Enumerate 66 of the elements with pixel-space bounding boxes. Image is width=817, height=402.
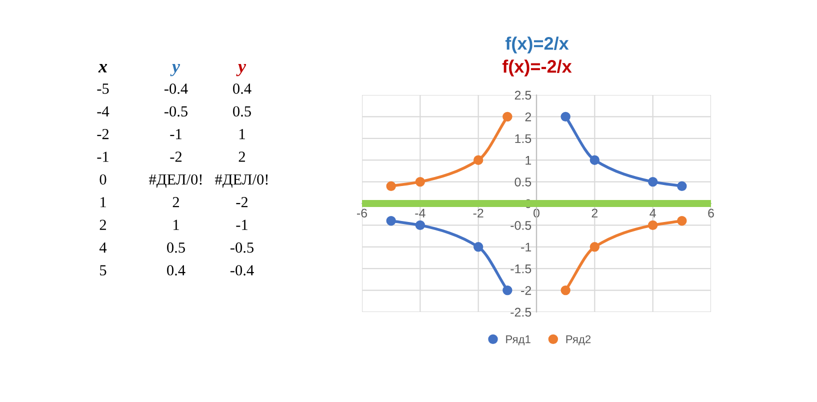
point [473, 155, 484, 165]
point [590, 155, 600, 165]
point [560, 112, 570, 122]
text: 4 [99, 242, 107, 253]
legend-label: Ряд2 [566, 335, 591, 346]
point [502, 285, 512, 296]
y-tick-label: -1 [521, 242, 532, 252]
y-tick-label: 1 [526, 156, 532, 165]
x-tick-label: -6 [357, 208, 368, 218]
y-tick-label: -2 [521, 286, 532, 295]
point [386, 216, 396, 226]
y-tick-label: -2.5 [510, 308, 532, 317]
y-tick-label: 2 [525, 112, 532, 122]
text: -1 [97, 152, 108, 162]
x-tick-label: -2 [473, 208, 484, 218]
point [590, 242, 600, 252]
text: -0.5 [230, 242, 254, 253]
point [473, 242, 484, 252]
text: 2 [172, 197, 179, 208]
y-tick-label: -0.5 [510, 221, 532, 230]
text: -0.4 [164, 84, 188, 94]
chart-title: f(x)=2/x [505, 36, 569, 54]
point [648, 176, 658, 187]
y-tick-label: -1.5 [510, 264, 532, 274]
text: 1 [240, 128, 245, 140]
text: -4 [97, 106, 110, 116]
text: x [98, 64, 108, 72]
text: 1 [100, 197, 106, 208]
point [648, 220, 658, 230]
x-tick-label: 6 [708, 208, 714, 218]
point [415, 176, 426, 187]
text: -2 [97, 128, 109, 140]
y-tick-label: 2.5 [514, 90, 532, 100]
legend-label: Ряд1 [506, 335, 530, 346]
text: 0.4 [167, 265, 186, 276]
point [560, 285, 570, 296]
y-tick-label: 1.5 [515, 134, 532, 144]
point [415, 220, 426, 230]
text: 2 [238, 152, 245, 162]
text: y [170, 64, 180, 76]
text: -2 [236, 197, 248, 208]
point [677, 181, 687, 191]
text: 0.5 [233, 106, 251, 117]
text: -0.4 [230, 265, 254, 276]
text: -2 [170, 152, 182, 162]
text: #ДЕЛ/0! [215, 174, 268, 188]
text: 1 [174, 220, 179, 230]
point [677, 216, 687, 226]
text: 0.5 [167, 242, 185, 253]
text: -0.5 [164, 106, 188, 117]
chart-subtitle: f(x)=-2/x [502, 60, 572, 76]
point [502, 112, 512, 122]
x-tick-label: -4 [415, 208, 426, 218]
x-tick-label: 2 [592, 208, 598, 218]
text: -1 [236, 220, 248, 230]
text: -5 [97, 84, 109, 94]
text: 0.4 [233, 84, 252, 94]
text: 0 [100, 174, 106, 185]
text: -1 [170, 128, 182, 140]
text: y [236, 64, 246, 76]
text: 5 [100, 265, 106, 276]
text: 2 [100, 220, 106, 230]
x-tick-label: 4 [650, 208, 656, 218]
point [386, 181, 396, 191]
text: #ДЕЛ/0! [149, 174, 202, 188]
y-tick-label: 0.5 [514, 178, 532, 186]
